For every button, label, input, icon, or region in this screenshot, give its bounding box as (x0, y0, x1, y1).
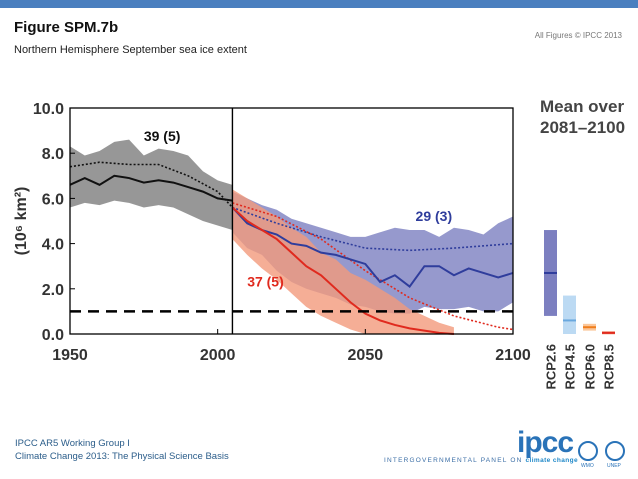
rcp26-model-count: 29 (3) (416, 208, 453, 224)
historical-model-count: 39 (5) (144, 128, 181, 144)
ipcc-logo: ipcc (517, 426, 574, 459)
y-tick-label: 0.0 (42, 327, 64, 344)
x-tick-label: 2100 (495, 347, 531, 364)
figure-subtitle: Northern Hemisphere September sea ice ex… (14, 44, 247, 56)
y-tick-label: 4.0 (42, 237, 64, 254)
y-tick-label: 2.0 (42, 282, 64, 299)
mean-range-bar (563, 295, 576, 334)
top-accent-bar (0, 0, 638, 8)
y-tick-label: 6.0 (42, 191, 64, 208)
unep-label: UNEP (607, 463, 621, 469)
x-tick-label: 2000 (200, 347, 236, 364)
scenario-label: RCP2.6 (544, 344, 559, 390)
scenario-label: RCP6.0 (583, 344, 598, 390)
panel-emphasis: climate change (525, 457, 579, 464)
rcp26-line (231, 206, 514, 288)
mean-panel-title-line-1: Mean over (540, 97, 624, 116)
footer-line-2: Climate Change 2013: The Physical Scienc… (15, 451, 229, 462)
rcp85-dotted-line (232, 202, 514, 331)
historical-dotted-line (69, 161, 234, 208)
copyright-note: All Figures © IPCC 2013 (534, 31, 622, 40)
footer-line-1: IPCC AR5 Working Group I (15, 438, 130, 449)
unep-emblem-icon (605, 441, 625, 461)
rcp85-line (231, 206, 455, 335)
x-tick-label: 2050 (348, 347, 384, 364)
mean-panel-title-line-2: 2081–2100 (540, 118, 625, 137)
footer-panel-text: INTERGOVERNMENTAL PANEL ON climate chang… (384, 457, 578, 464)
wmo-label: WMO (581, 463, 594, 469)
scenario-label: RCP8.5 (602, 344, 617, 390)
historical-line (69, 174, 233, 202)
scenario-label: RCP4.5 (563, 344, 578, 390)
sea-ice-chart: 0.0 2.0 4.0 6.0 8.0 10.0 1950 2000 2050 2100 (10⁶ … (13, 97, 625, 390)
x-tick-label: 1950 (52, 347, 88, 364)
y-tick-label: 10.0 (33, 101, 64, 118)
figure-title: Figure SPM.7b (14, 19, 119, 36)
footer-credits: IPCC AR5 Working Group I Climate Change … (15, 437, 229, 463)
y-axis-label: (10⁶ km²) (13, 187, 30, 256)
plot-frame (69, 107, 514, 335)
rcp85-band (232, 189, 454, 334)
panel-name: INTERGOVERNMENTAL PANEL ON (384, 457, 523, 464)
y-tick-label: 8.0 (42, 146, 64, 163)
wmo-emblem-icon (578, 441, 598, 461)
historical-band (70, 139, 233, 231)
rcp85-model-count: 37 (5) (247, 274, 284, 290)
